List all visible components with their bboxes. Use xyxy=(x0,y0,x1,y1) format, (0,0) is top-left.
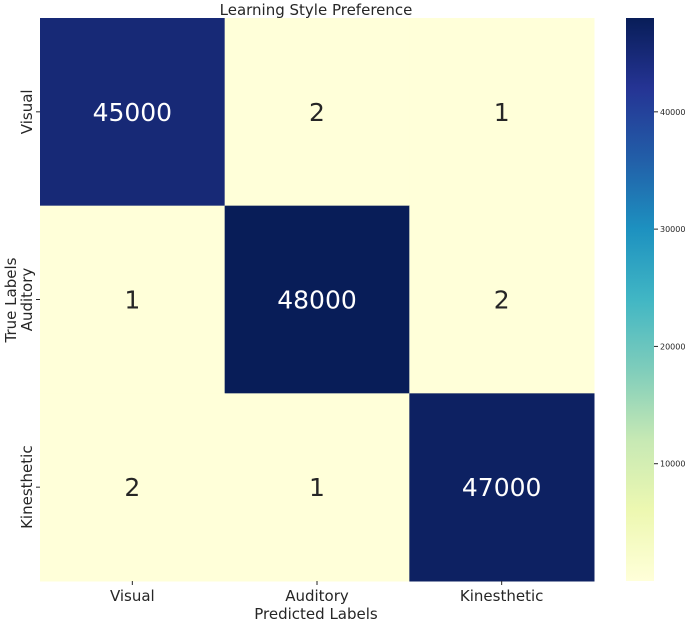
x-tick-label: Visual xyxy=(110,587,155,605)
colorbar-tick-label: 30000 xyxy=(660,225,685,234)
heatmap-cell xyxy=(40,393,226,582)
y-axis-label: True Labels xyxy=(2,257,20,343)
cell-value-label: 45000 xyxy=(93,98,173,127)
cell-value-label: 48000 xyxy=(277,286,357,315)
y-tick-label: Auditory xyxy=(18,268,36,332)
heatmap-cell xyxy=(409,393,595,582)
cell-value-label: 1 xyxy=(494,98,510,127)
colorbar-tick-label: 20000 xyxy=(660,342,685,351)
y-tick-label: Visual xyxy=(18,89,36,134)
chart-title: Learning Style Preference xyxy=(220,1,413,19)
heatmap-cell xyxy=(409,205,595,394)
x-tick-label: Kinesthetic xyxy=(460,587,543,605)
heatmap-cell xyxy=(224,205,410,394)
colorbar xyxy=(626,18,654,581)
colorbar-tick-label: 10000 xyxy=(660,460,685,469)
heatmap-cell xyxy=(40,18,226,207)
cell-value-label: 1 xyxy=(124,286,140,315)
heatmap-cell xyxy=(40,205,226,394)
x-axis-ticks: Visual Auditory Kinesthetic xyxy=(110,581,543,605)
heatmap-cell xyxy=(224,18,410,207)
colorbar-ticks: 10000 20000 30000 40000 xyxy=(654,108,685,469)
cell-value-label: 2 xyxy=(494,286,510,315)
heatmap-cells: 45000 2 1 1 48000 2 2 1 47000 xyxy=(40,18,595,582)
cell-value-label: 2 xyxy=(309,98,325,127)
x-axis-label: Predicted Labels xyxy=(254,605,378,622)
heatmap-cell xyxy=(224,393,410,582)
colorbar-tick-label: 40000 xyxy=(660,108,685,117)
cell-value-label: 1 xyxy=(309,473,325,502)
cell-value-label: 47000 xyxy=(462,473,542,502)
x-tick-label: Auditory xyxy=(285,587,349,605)
y-tick-label: Kinesthetic xyxy=(18,445,36,528)
cell-value-label: 2 xyxy=(124,473,140,502)
y-axis-ticks: Visual Auditory Kinesthetic xyxy=(18,89,40,529)
heatmap-cell xyxy=(409,18,595,207)
